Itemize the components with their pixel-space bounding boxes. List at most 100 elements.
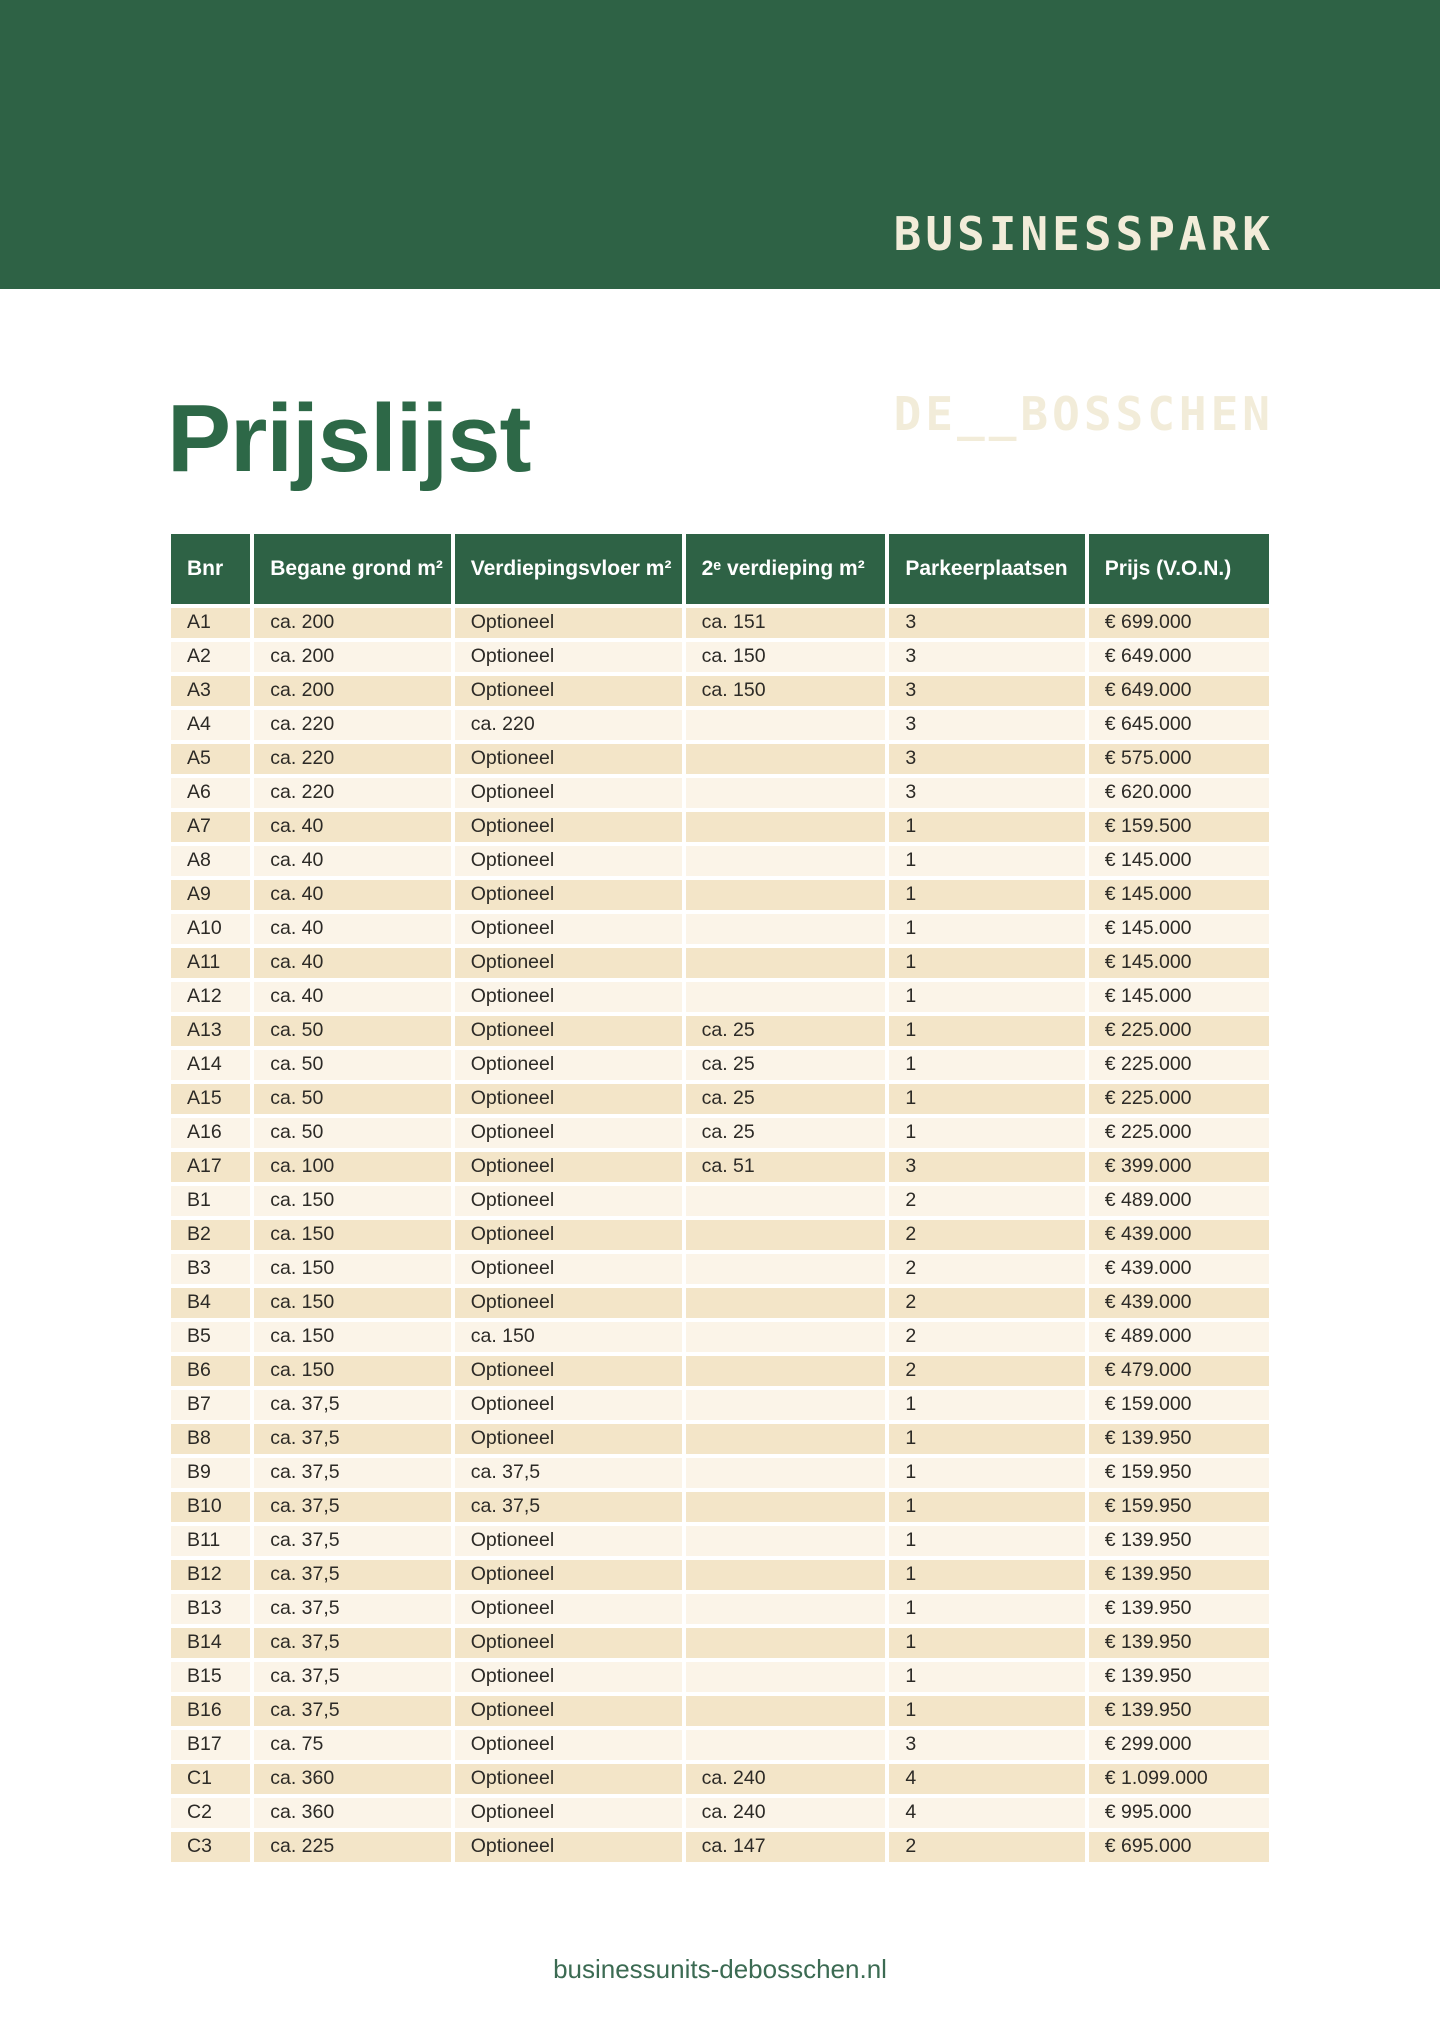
cell-begane-grond: ca. 37,5	[254, 1457, 451, 1488]
cell-verdiepingsvloer: Optioneel	[454, 1117, 682, 1148]
table-row: C2 ca. 360 Optioneel ca. 240 4 € 995.000	[171, 1797, 1269, 1828]
cell-verdiepingsvloer: Optioneel	[454, 1797, 682, 1828]
cell-bnr: B11	[171, 1525, 251, 1556]
cell-begane-grond: ca. 40	[254, 981, 451, 1012]
table-row: B12 ca. 37,5 Optioneel 1 € 139.950	[171, 1559, 1269, 1590]
cell-bnr: A14	[171, 1049, 251, 1080]
cell-begane-grond: ca. 150	[254, 1355, 451, 1386]
cell-begane-grond: ca. 40	[254, 879, 451, 910]
page-content: Prijslijst Bnr Begane grond m² Verdiepings…	[167, 0, 1273, 1866]
cell-verdiepingsvloer: Optioneel	[454, 1593, 682, 1624]
table-row: B5 ca. 150 ca. 150 2 € 489.000	[171, 1321, 1269, 1352]
cell-parkeerplaatsen: 1	[889, 1117, 1085, 1148]
cell-verdiepingsvloer: Optioneel	[454, 641, 682, 672]
cell-parkeerplaatsen: 1	[889, 845, 1085, 876]
cell-bnr: B2	[171, 1219, 251, 1250]
cell-parkeerplaatsen: 3	[889, 1151, 1085, 1182]
cell-tweede-verdieping	[685, 1185, 886, 1216]
cell-parkeerplaatsen: 3	[889, 743, 1085, 774]
cell-tweede-verdieping	[685, 1423, 886, 1454]
cell-verdiepingsvloer: Optioneel	[454, 675, 682, 706]
cell-parkeerplaatsen: 1	[889, 981, 1085, 1012]
cell-bnr: A16	[171, 1117, 251, 1148]
cell-prijs: € 225.000	[1088, 1015, 1269, 1046]
cell-parkeerplaatsen: 1	[889, 1015, 1085, 1046]
table-row: C1 ca. 360 Optioneel ca. 240 4 € 1.099.000	[171, 1763, 1269, 1794]
cell-verdiepingsvloer: Optioneel	[454, 1525, 682, 1556]
cell-begane-grond: ca. 40	[254, 913, 451, 944]
cell-bnr: A15	[171, 1083, 251, 1114]
cell-tweede-verdieping	[685, 879, 886, 910]
cell-bnr: B8	[171, 1423, 251, 1454]
cell-prijs: € 620.000	[1088, 777, 1269, 808]
cell-prijs: € 439.000	[1088, 1253, 1269, 1284]
cell-tweede-verdieping	[685, 913, 886, 944]
cell-prijs: € 489.000	[1088, 1185, 1269, 1216]
cell-tweede-verdieping	[685, 1491, 886, 1522]
column-header-parkeerplaatsen: Parkeerplaatsen	[889, 533, 1085, 604]
table-row: A5 ca. 220 Optioneel 3 € 575.000	[171, 743, 1269, 774]
table-row: B10 ca. 37,5 ca. 37,5 1 € 159.950	[171, 1491, 1269, 1522]
table-row: A13 ca. 50 Optioneel ca. 25 1 € 225.000	[171, 1015, 1269, 1046]
cell-prijs: € 145.000	[1088, 913, 1269, 944]
cell-tweede-verdieping: ca. 25	[685, 1015, 886, 1046]
cell-prijs: € 159.950	[1088, 1457, 1269, 1488]
price-table: Bnr Begane grond m² Verdiepingsvloer m² 2ᵉ …	[167, 529, 1273, 1866]
cell-tweede-verdieping	[685, 1695, 886, 1726]
cell-bnr: B13	[171, 1593, 251, 1624]
table-row: B2 ca. 150 Optioneel 2 € 439.000	[171, 1219, 1269, 1250]
cell-verdiepingsvloer: Optioneel	[454, 1287, 682, 1318]
cell-bnr: A17	[171, 1151, 251, 1182]
column-header-verdiepingsvloer: Verdiepingsvloer m²	[454, 533, 682, 604]
cell-bnr: C2	[171, 1797, 251, 1828]
table-row: A9 ca. 40 Optioneel 1 € 145.000	[171, 879, 1269, 910]
cell-parkeerplaatsen: 1	[889, 1695, 1085, 1726]
cell-prijs: € 139.950	[1088, 1423, 1269, 1454]
cell-parkeerplaatsen: 1	[889, 879, 1085, 910]
cell-tweede-verdieping: ca. 51	[685, 1151, 886, 1182]
cell-parkeerplaatsen: 1	[889, 1083, 1085, 1114]
cell-bnr: A6	[171, 777, 251, 808]
cell-parkeerplaatsen: 1	[889, 1389, 1085, 1420]
cell-verdiepingsvloer: Optioneel	[454, 607, 682, 638]
cell-tweede-verdieping	[685, 1355, 886, 1386]
cell-tweede-verdieping	[685, 1593, 886, 1624]
cell-parkeerplaatsen: 2	[889, 1287, 1085, 1318]
cell-prijs: € 225.000	[1088, 1083, 1269, 1114]
cell-tweede-verdieping: ca. 25	[685, 1049, 886, 1080]
table-row: A17 ca. 100 Optioneel ca. 51 3 € 399.000	[171, 1151, 1269, 1182]
cell-prijs: € 439.000	[1088, 1219, 1269, 1250]
cell-begane-grond: ca. 200	[254, 641, 451, 672]
table-row: A8 ca. 40 Optioneel 1 € 145.000	[171, 845, 1269, 876]
cell-verdiepingsvloer: Optioneel	[454, 1253, 682, 1284]
cell-bnr: A11	[171, 947, 251, 978]
cell-begane-grond: ca. 220	[254, 777, 451, 808]
cell-parkeerplaatsen: 1	[889, 1593, 1085, 1624]
cell-verdiepingsvloer: Optioneel	[454, 1763, 682, 1794]
cell-verdiepingsvloer: Optioneel	[454, 913, 682, 944]
cell-parkeerplaatsen: 3	[889, 1729, 1085, 1760]
cell-begane-grond: ca. 50	[254, 1015, 451, 1046]
cell-begane-grond: ca. 225	[254, 1831, 451, 1862]
cell-prijs: € 139.950	[1088, 1661, 1269, 1692]
table-header-row: Bnr Begane grond m² Verdiepingsvloer m² 2ᵉ …	[171, 533, 1269, 604]
table-row: A12 ca. 40 Optioneel 1 € 145.000	[171, 981, 1269, 1012]
cell-parkeerplaatsen: 1	[889, 1423, 1085, 1454]
cell-parkeerplaatsen: 3	[889, 607, 1085, 638]
cell-prijs: € 139.950	[1088, 1627, 1269, 1658]
cell-tweede-verdieping	[685, 1253, 886, 1284]
cell-verdiepingsvloer: Optioneel	[454, 1627, 682, 1658]
cell-bnr: B17	[171, 1729, 251, 1760]
table-row: A7 ca. 40 Optioneel 1 € 159.500	[171, 811, 1269, 842]
cell-verdiepingsvloer: Optioneel	[454, 1661, 682, 1692]
cell-prijs: € 145.000	[1088, 981, 1269, 1012]
cell-tweede-verdieping	[685, 947, 886, 978]
cell-prijs: € 645.000	[1088, 709, 1269, 740]
cell-tweede-verdieping: ca. 151	[685, 607, 886, 638]
cell-parkeerplaatsen: 1	[889, 1525, 1085, 1556]
cell-bnr: A13	[171, 1015, 251, 1046]
cell-begane-grond: ca. 37,5	[254, 1423, 451, 1454]
cell-begane-grond: ca. 37,5	[254, 1627, 451, 1658]
cell-verdiepingsvloer: Optioneel	[454, 1185, 682, 1216]
cell-parkeerplaatsen: 1	[889, 1491, 1085, 1522]
